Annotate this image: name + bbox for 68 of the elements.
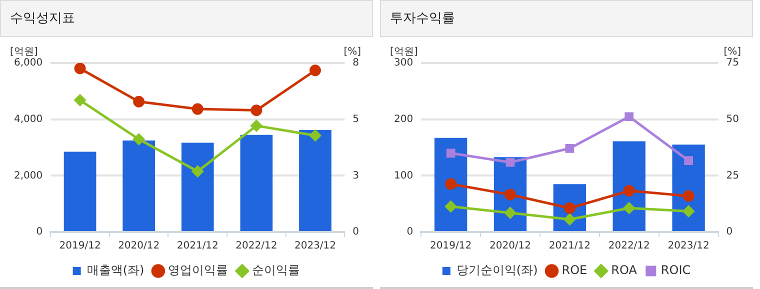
- y-axis-title: [억원]: [10, 46, 38, 58]
- bar: [299, 130, 332, 231]
- x-tick-label: 2020/12: [489, 240, 532, 252]
- y-tick-label: 0: [406, 226, 414, 238]
- y-tick-label: 6,000: [14, 58, 43, 69]
- point: [684, 156, 693, 165]
- y-tick-label: 4,000: [14, 114, 43, 125]
- x-tick-label: 2019/12: [430, 240, 472, 252]
- point: [506, 158, 515, 167]
- point: [504, 207, 516, 219]
- legend-label: 매출액(좌): [86, 263, 144, 278]
- point: [564, 214, 576, 226]
- point: [504, 188, 516, 200]
- y2-tick-label: 8: [352, 58, 360, 69]
- legend-label: 당기순이익(좌): [456, 263, 538, 278]
- y2-tick-label: 75: [726, 58, 740, 69]
- bar: [181, 142, 214, 231]
- bar: [64, 152, 96, 231]
- bar: [240, 134, 273, 231]
- point: [445, 200, 457, 212]
- chart-title: 수익성지표: [0, 0, 373, 37]
- point: [74, 94, 86, 106]
- point: [309, 64, 321, 76]
- legend-label: 순이익률: [252, 263, 300, 278]
- point: [624, 112, 634, 122]
- y2-tick-label: 25: [726, 170, 740, 182]
- legend-label: ROIC: [660, 263, 691, 278]
- point: [250, 120, 262, 132]
- point: [565, 144, 574, 153]
- point: [250, 104, 262, 116]
- x-tick-label: 2022/12: [236, 240, 278, 252]
- point: [623, 185, 635, 197]
- point: [623, 202, 635, 214]
- x-tick-label: 2022/12: [608, 240, 650, 252]
- point: [445, 178, 457, 190]
- y2-tick-label: 5: [352, 114, 360, 125]
- chart-title: 투자수익률: [380, 0, 753, 37]
- x-tick-label: 2019/12: [59, 240, 101, 252]
- legend-label: ROA: [611, 263, 638, 278]
- x-tick-label: 2021/12: [548, 240, 590, 252]
- y2-tick-label: 50: [726, 114, 740, 125]
- point: [192, 166, 204, 178]
- point: [682, 190, 694, 202]
- x-tick-label: 2021/12: [176, 240, 218, 252]
- y-tick-label: 2,000: [14, 170, 43, 182]
- y-axis-title: [억원]: [390, 46, 418, 58]
- y2-tick-label: 0: [352, 226, 360, 238]
- point: [309, 130, 321, 142]
- y2-tick-label: 3: [352, 170, 360, 182]
- point: [446, 148, 456, 158]
- y2-axis-title: [%]: [724, 46, 742, 58]
- y-tick-label: 300: [394, 58, 414, 69]
- x-tick-label: 2023/12: [294, 240, 336, 252]
- y2-axis-title: [%]: [344, 46, 362, 58]
- y-tick-label: 200: [394, 114, 414, 125]
- x-tick-label: 2020/12: [118, 240, 160, 252]
- y2-tick-label: 0: [726, 226, 733, 238]
- point: [74, 63, 86, 74]
- point: [682, 206, 694, 218]
- point: [133, 134, 145, 146]
- legend-label: 영업이익률: [168, 263, 228, 278]
- y-tick-label: 0: [36, 226, 43, 238]
- point: [133, 96, 145, 108]
- x-tick-label: 2023/12: [668, 240, 710, 252]
- legend-label: ROE: [562, 263, 588, 278]
- point: [192, 103, 204, 115]
- y-tick-label: 100: [394, 170, 414, 182]
- bar: [122, 140, 155, 231]
